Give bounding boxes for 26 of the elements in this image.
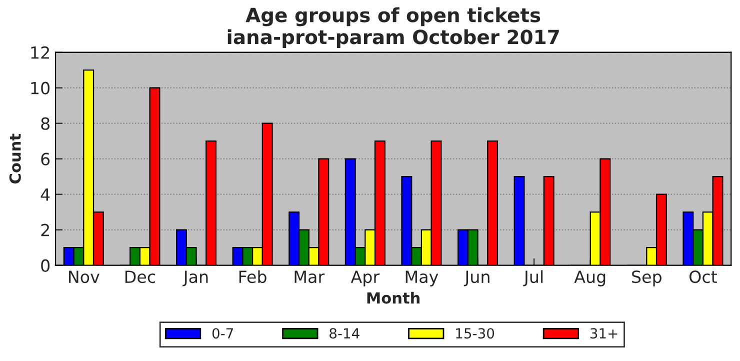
y-tick-label: 2 [41,224,49,236]
x-tick-label: Mar [294,270,325,284]
x-tick-label: Dec [125,270,156,284]
x-tick-label: Apr [350,270,380,286]
legend-label: 31+ [590,328,618,339]
y-tick-label: 6 [41,152,50,166]
x-tick-label: May [406,270,438,286]
x-tick-label: Sep [632,270,662,286]
legend-label: 0-7 [212,328,234,339]
y-tick-label: 12 [31,46,49,59]
x-tick-label: Oct [689,270,717,284]
chart-title: Age groups of open tickets iana-prot-param October 2017 [228,7,559,48]
y-tick-label: 0 [41,259,50,272]
x-tick-label: Nov [69,270,100,284]
x-tick-label: Feb [239,270,266,284]
legend-label: 15-30 [456,328,494,339]
y-tick-label: 10 [31,82,50,94]
y-tick-label: 8 [41,117,50,130]
x-tick-label: Jul [523,270,543,286]
y-axis-title: Count [9,134,21,184]
x-tick-label: Aug [574,270,606,286]
x-tick-label: Jan [182,270,208,286]
legend-label: 8-14 [330,328,360,339]
y-tick-label: 4 [40,188,50,201]
x-axis-title: Month [367,292,420,304]
x-tick-label: Jun [464,270,490,286]
